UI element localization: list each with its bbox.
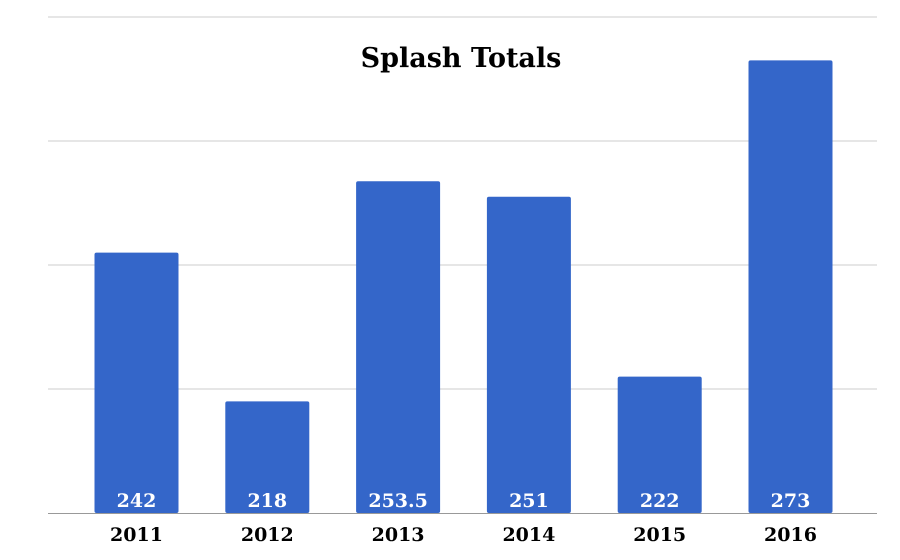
data-labels: 242 218 253.5 251 222 273 (117, 490, 811, 512)
bars (94, 60, 833, 514)
bar-2016 (748, 60, 833, 514)
data-label-2011: 242 (117, 490, 157, 512)
x-tick-label-2014: 2014 (502, 524, 555, 546)
chart-title: Splash Totals (361, 43, 562, 74)
data-label-2016: 273 (771, 490, 811, 512)
bar-2011 (94, 252, 179, 513)
data-label-2014: 251 (509, 490, 549, 512)
bar-2015 (617, 376, 702, 513)
x-tick-label-2015: 2015 (633, 524, 686, 546)
data-label-2013: 253.5 (368, 490, 428, 512)
x-tick-labels: 2011 2012 2013 2014 2015 2016 (110, 524, 817, 546)
bar-2012 (225, 401, 310, 513)
x-tick-label-2012: 2012 (241, 524, 294, 546)
bar-2013 (356, 181, 441, 514)
gridlines (48, 16, 877, 390)
data-label-2015: 222 (640, 490, 680, 512)
x-tick-label-2016: 2016 (764, 524, 817, 546)
x-tick-label-2013: 2013 (372, 524, 425, 546)
x-tick-label-2011: 2011 (110, 524, 163, 546)
data-label-2012: 218 (247, 490, 287, 512)
bar-2014 (486, 196, 571, 514)
